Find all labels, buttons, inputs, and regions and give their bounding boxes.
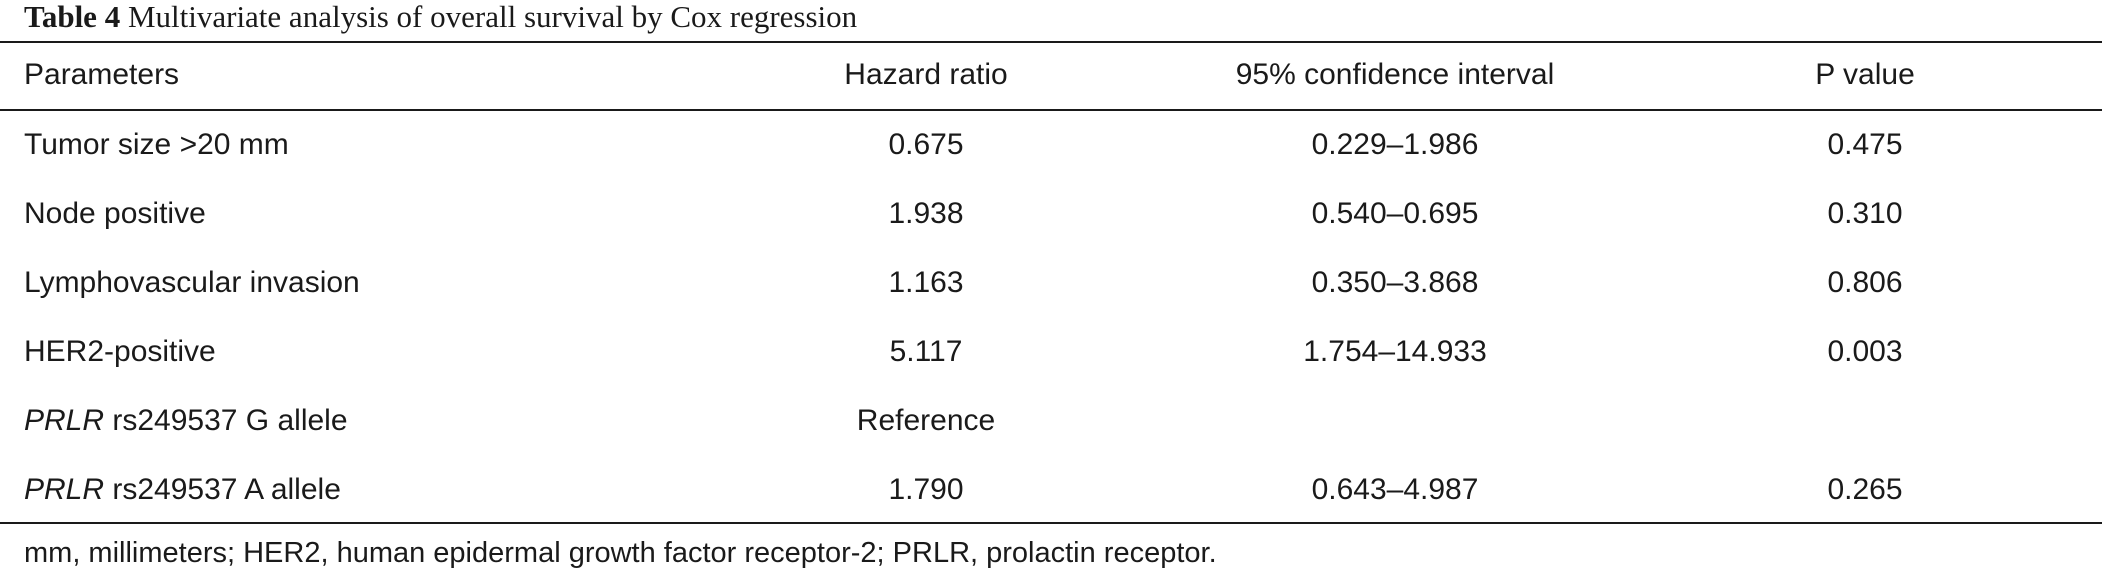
table-top-rule [0, 41, 2102, 43]
table-footnote: mm, millimeters; HER2, human epidermal g… [24, 537, 1217, 569]
parameter-label: Lymphovascular invasion [24, 266, 360, 299]
parameter-label: Tumor size >20 mm [24, 128, 289, 161]
parameter-label: rs249537 G allele [104, 404, 348, 437]
header-confidence-interval: 95% confidence interval [1235, 58, 1555, 91]
row-parameter: PRLR rs249537 G allele [24, 403, 348, 439]
row-p-value: 0.475 [1827, 128, 1903, 161]
row-hazard-ratio: 1.938 [888, 197, 964, 230]
header-hazard-ratio: Hazard ratio [844, 58, 1008, 91]
row-confidence-interval: 0.643–4.987 [1311, 473, 1479, 506]
row-parameter: HER2-positive [24, 334, 216, 370]
row-hazard-ratio: 5.117 [889, 335, 963, 368]
row-p-value: 0.806 [1827, 266, 1903, 299]
gene-symbol: PRLR [24, 404, 105, 437]
row-confidence-interval: 0.540–0.695 [1311, 197, 1479, 230]
gene-symbol: PRLR [24, 473, 105, 506]
table-caption: Table 4 Multivariate analysis of overall… [24, 0, 857, 34]
parameter-label: rs249537 A allele [104, 473, 341, 506]
header-parameters: Parameters [24, 58, 180, 91]
parameter-label: HER2-positive [24, 335, 216, 368]
row-parameter: Lymphovascular invasion [24, 265, 360, 301]
row-hazard-ratio: 1.790 [888, 473, 964, 506]
row-parameter: PRLR rs249537 A allele [24, 472, 341, 508]
row-p-value: 0.003 [1827, 335, 1903, 368]
parameter-label: Node positive [24, 197, 206, 230]
row-p-value: 0.310 [1827, 197, 1903, 230]
row-p-value: 0.265 [1827, 473, 1903, 506]
row-confidence-interval: 1.754–14.933 [1303, 335, 1487, 368]
row-hazard-ratio: Reference [856, 404, 996, 437]
row-parameter: Tumor size >20 mm [24, 127, 289, 163]
table-caption-text: Multivariate analysis of overall surviva… [120, 0, 858, 34]
table-header-rule [0, 109, 2102, 111]
row-parameter: Node positive [24, 196, 206, 232]
row-confidence-interval: 0.229–1.986 [1311, 128, 1479, 161]
row-hazard-ratio: 0.675 [888, 128, 964, 161]
row-hazard-ratio: 1.163 [888, 266, 964, 299]
header-p-value: P value [1815, 58, 1915, 91]
table-caption-label: Table 4 [24, 0, 121, 34]
table-bottom-rule [0, 522, 2102, 524]
row-confidence-interval: 0.350–3.868 [1311, 266, 1479, 299]
